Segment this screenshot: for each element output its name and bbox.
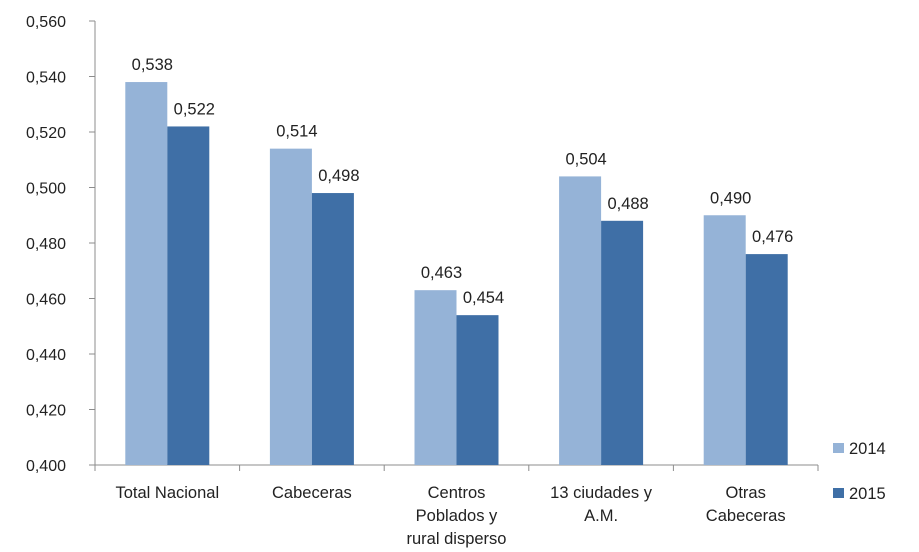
data-label-2014: 0,463 — [421, 264, 462, 282]
x-category-label: Centros — [428, 484, 486, 502]
x-category-label: Total Nacional — [115, 484, 219, 502]
x-category-label: A.M. — [584, 507, 618, 525]
y-tick-label: 0,500 — [26, 181, 66, 198]
data-label-2015: 0,454 — [463, 289, 504, 307]
bar-2015 — [745, 254, 788, 465]
x-category-label: Cabeceras — [706, 507, 786, 525]
legend-label-2014: 2014 — [849, 440, 886, 458]
data-label-2015: 0,476 — [752, 228, 793, 246]
y-tick-label: 0,480 — [26, 236, 66, 253]
data-label-2015: 0,498 — [318, 167, 359, 185]
y-tick-label: 0,440 — [26, 347, 66, 364]
y-tick-label: 0,520 — [26, 125, 66, 142]
y-tick-label: 0,420 — [26, 403, 66, 420]
bar-2014 — [703, 215, 746, 465]
x-category-label: Poblados y — [416, 507, 498, 525]
x-axis: Total Nacional Cabeceras Centros Poblados y… — [94, 464, 819, 548]
bar-2014 — [125, 82, 168, 466]
data-label-2015: 0,488 — [607, 195, 648, 213]
data-label-2014: 0,514 — [276, 123, 317, 141]
x-category-label: Otras — [726, 484, 766, 502]
y-tick-label: 0,540 — [26, 70, 66, 87]
y-tick-label: 0,460 — [26, 292, 66, 309]
bar-2015 — [456, 315, 499, 465]
legend-swatch-2014 — [833, 443, 844, 453]
legend: 2014 2015 — [833, 440, 886, 503]
x-category-label: rural disperso — [407, 530, 507, 548]
legend-label-2015: 2015 — [849, 485, 886, 503]
data-label-2014: 0,538 — [132, 56, 173, 74]
bar-2015 — [311, 193, 354, 466]
y-tick-label: 0,560 — [26, 14, 66, 31]
data-label-2014: 0,490 — [710, 189, 751, 207]
legend-swatch-2015 — [833, 488, 844, 498]
bar-2014 — [269, 148, 312, 465]
y-tick-label: 0,400 — [26, 458, 66, 475]
data-label-2014: 0,504 — [565, 150, 606, 168]
bar-2014 — [414, 290, 457, 465]
x-category-label: Cabeceras — [272, 484, 352, 502]
data-label-2015: 0,522 — [174, 100, 215, 118]
bar-2015 — [601, 220, 644, 465]
bar-2015 — [167, 126, 210, 465]
x-category-label: 13 ciudades y — [550, 484, 653, 502]
bars — [125, 82, 788, 466]
y-axis: 0,400 0,420 0,440 0,460 0,480 0,500 0,520 0,540… — [26, 14, 96, 475]
bar-2014 — [559, 176, 602, 465]
